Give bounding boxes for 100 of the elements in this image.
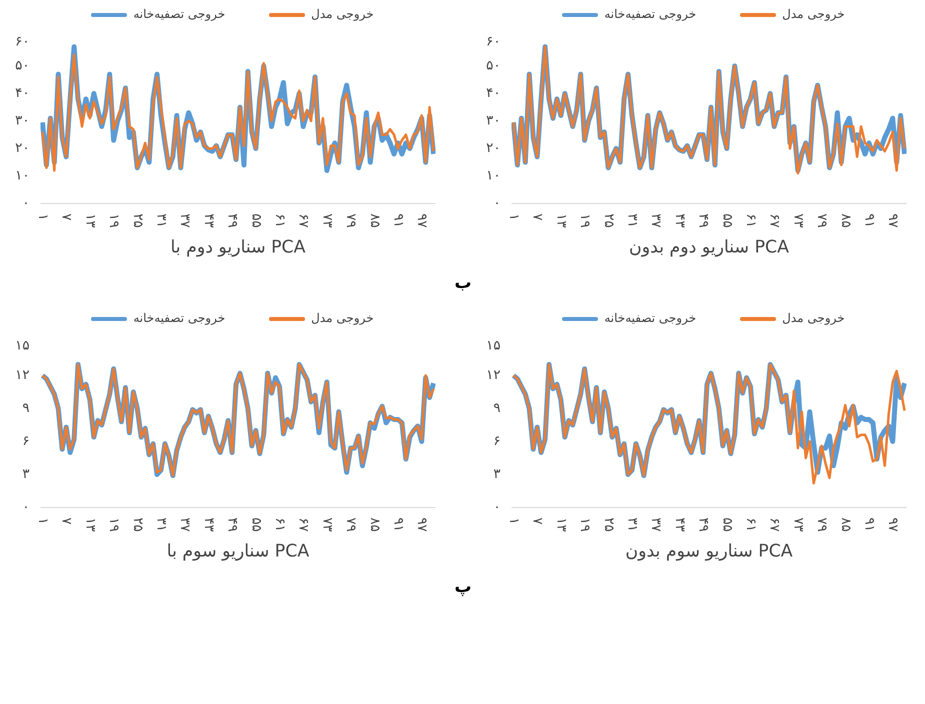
x-tick-label: ۹۷ <box>414 518 430 532</box>
x-tick-label: ۴۹ <box>696 214 711 228</box>
y-tick-label: ۰ <box>493 500 501 515</box>
y-tick-label: ۹ <box>22 401 30 416</box>
y-tick-label: ۱۲ <box>15 368 30 383</box>
x-tick-label: ۳۷ <box>648 518 664 532</box>
x-tick-label: ۱ <box>34 214 50 221</box>
x-tick-label: ۶۱ <box>742 518 758 532</box>
x-tick-label: ۱ <box>506 518 521 525</box>
x-tick-label: ۳۱ <box>624 214 640 228</box>
y-tick-label: ۵۰ <box>15 58 30 74</box>
x-tick-label: ۷۹ <box>343 518 358 532</box>
y-tick-label: ۳ <box>22 467 30 482</box>
x-tick-label: ۳۷ <box>177 214 192 228</box>
legend-label: خروجی مدل <box>782 310 845 328</box>
x-tick-label: ۶۷ <box>766 518 782 532</box>
y-tick-label: ۲۰ <box>15 141 30 156</box>
x-tick-label: ۴۳ <box>200 214 216 228</box>
x-tick-label: ۱ <box>34 518 50 525</box>
x-tick-label: ۶۱ <box>272 214 287 228</box>
y-tick-label: ۵۰ <box>486 58 501 74</box>
x-tick-label: ۳۷ <box>648 214 664 228</box>
x-tick-label: ۷ <box>530 214 545 221</box>
y-tick-label: ۶ <box>493 434 501 449</box>
x-tick-label: ۹۷ <box>414 214 430 228</box>
text: پ <box>454 576 472 599</box>
x-tick-label: ۷۹ <box>343 214 358 228</box>
x-tick-label: ۱۹ <box>577 214 592 228</box>
y-tick-label: ۳۰ <box>15 114 30 128</box>
x-tick-label: ۴۳ <box>672 214 687 228</box>
x-tick-label: ۹۱ <box>390 518 406 532</box>
y-tick-label: ۳۰ <box>486 114 501 128</box>
legend-label: خروجی تصفیه‌خانه <box>133 310 226 328</box>
y-tick-label: ۴۰ <box>15 86 30 101</box>
x-tick-label: ۵۵ <box>248 518 264 532</box>
legend-label: خروجی مدل <box>782 6 845 24</box>
y-tick-label: ۰ <box>493 196 501 211</box>
x-tick-label: ۲۵ <box>600 518 616 532</box>
x-tick-label: ۳۱ <box>153 518 168 532</box>
x-tick-label: ۳۱ <box>153 214 168 228</box>
legend-label: خروجی تصفیه‌خانه <box>604 6 696 24</box>
x-tick-label: ۹۱ <box>861 518 876 532</box>
x-tick-label: ۷ <box>58 518 74 525</box>
x-tick-label: ۱۳ <box>82 214 98 228</box>
legend-label: خروجی مدل <box>311 6 374 24</box>
x-tick-label: ۱۹ <box>106 518 122 532</box>
x-tick-label: ۶۷ <box>296 518 311 532</box>
x-tick-label: ۸۵ <box>366 214 382 228</box>
x-tick-label: ۶۱ <box>272 518 287 532</box>
y-tick-label: ۶ <box>22 434 30 449</box>
text: سناریو دوم با PCA <box>170 238 306 258</box>
x-tick-label: ۴۳ <box>200 518 216 532</box>
x-tick-label: ۹۷ <box>885 214 900 228</box>
y-tick-label: ۱۰ <box>15 168 30 184</box>
x-tick-label: ۱۹ <box>106 214 122 228</box>
x-tick-label: ۷ <box>58 214 74 221</box>
x-tick-label: ۸۵ <box>366 518 382 532</box>
x-tick-label: ۱۳ <box>553 518 568 532</box>
legend-label: خروجی تصفیه‌خانه <box>604 310 696 328</box>
x-tick-label: ۷۳ <box>319 214 334 228</box>
x-tick-label: ۱۳ <box>553 214 568 228</box>
y-tick-label: ۱۵ <box>486 338 501 354</box>
x-tick-label: ۲۵ <box>130 214 145 228</box>
y-tick-label: ۳ <box>493 467 501 482</box>
y-tick-label: ۰ <box>22 196 30 211</box>
x-tick-label: ۷۳ <box>790 214 806 228</box>
x-tick-label: ۲۵ <box>600 214 616 228</box>
text: ب <box>454 272 472 295</box>
x-tick-label: ۹۱ <box>861 214 876 228</box>
y-tick-label: ۲۰ <box>486 141 501 156</box>
x-tick-label: ۱ <box>506 214 521 221</box>
x-tick-label: ۷۹ <box>814 214 830 228</box>
text: سناریو سوم بدون PCA <box>625 542 793 562</box>
y-tick-label: ۶۰ <box>15 34 30 50</box>
x-tick-label: ۷۳ <box>790 518 806 532</box>
x-tick-label: ۵۵ <box>719 214 734 228</box>
legend-label: خروجی مدل <box>311 310 374 328</box>
y-tick-label: ۴۰ <box>486 86 501 101</box>
x-tick-label: ۴۹ <box>696 518 711 532</box>
y-tick-label: ۱۰ <box>486 168 501 184</box>
y-tick-label: ۹ <box>493 401 501 416</box>
x-tick-label: ۸۵ <box>838 518 853 532</box>
x-tick-label: ۷ <box>530 518 545 525</box>
legend-label: خروجی تصفیه‌خانه <box>133 6 226 24</box>
x-tick-label: ۴۹ <box>224 214 240 228</box>
x-tick-label: ۹۷ <box>885 518 900 532</box>
y-tick-label: ۱۵ <box>15 338 30 354</box>
x-tick-label: ۴۳ <box>672 518 687 532</box>
text: سناریو سوم با PCA <box>166 542 310 562</box>
x-tick-label: ۸۵ <box>838 214 853 228</box>
x-tick-label: ۲۵ <box>130 518 145 532</box>
x-tick-label: ۷۹ <box>814 518 830 532</box>
y-tick-label: ۰ <box>22 500 30 515</box>
x-tick-label: ۴۹ <box>224 518 240 532</box>
x-tick-label: ۳۱ <box>624 518 640 532</box>
x-tick-label: ۶۷ <box>766 214 782 228</box>
x-tick-label: ۵۵ <box>719 518 734 532</box>
x-tick-label: ۷۳ <box>319 518 334 532</box>
x-tick-label: ۶۷ <box>296 214 311 228</box>
x-tick-label: ۱۳ <box>82 518 98 532</box>
